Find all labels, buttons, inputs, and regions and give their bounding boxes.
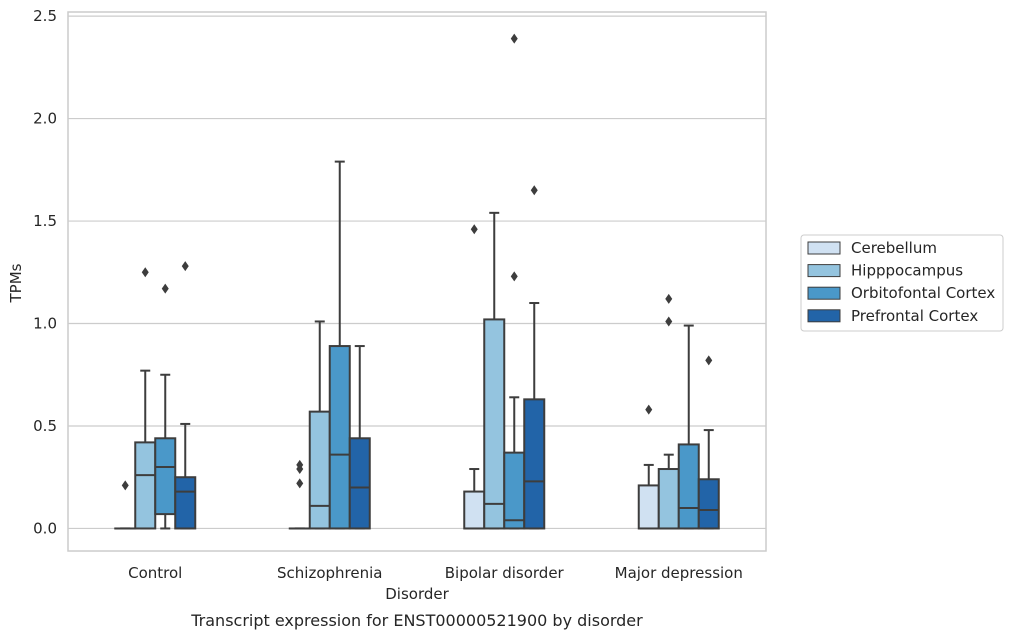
box-iqr	[463, 490, 486, 530]
box-iqr	[657, 468, 680, 530]
legend: Cerebellum Hipppocampus Orbitofontal Corte…	[800, 234, 1004, 332]
outlier-point	[510, 271, 518, 282]
outlier-point	[665, 293, 673, 304]
box-prefrontal-cortex	[523, 185, 546, 530]
legend-swatch	[807, 241, 841, 255]
box-orbitofontal-cortex	[677, 324, 700, 530]
box-iqr	[328, 345, 351, 530]
box-iqr	[154, 437, 177, 516]
x-tick-label: Major depression	[615, 564, 743, 582]
outlier-point	[510, 33, 518, 44]
x-tick-label: Schizophrenia	[277, 564, 382, 582]
outlier-point	[181, 261, 189, 272]
plot-area	[67, 11, 767, 552]
box-cerebellum	[114, 480, 137, 530]
legend-label: Orbitofontal Cortex	[851, 284, 995, 302]
box-prefrontal-cortex	[348, 345, 371, 530]
box-cerebellum	[288, 459, 311, 530]
outlier-point	[665, 316, 673, 327]
outlier-point	[161, 283, 169, 294]
box-iqr	[677, 443, 700, 530]
box-hipppocampus	[134, 267, 157, 530]
y-tick-label: 0.5	[33, 417, 57, 435]
y-tick-label: 1.0	[33, 315, 57, 333]
x-tick-label: Bipolar disorder	[445, 564, 565, 582]
x-axis-label: Disorder	[385, 585, 449, 603]
outlier-point	[645, 404, 653, 415]
outlier-point	[296, 478, 304, 489]
outlier-point	[141, 267, 149, 278]
box-hipppocampus	[483, 211, 506, 530]
x-axis-ticks: Control Schizophrenia Bipolar disorder Majo…	[128, 564, 743, 582]
box-prefrontal-cortex	[174, 261, 197, 530]
legend-label: Hipppocampus	[851, 262, 963, 280]
legend-label: Prefrontal Cortex	[851, 307, 978, 325]
legend-frame	[800, 234, 1004, 332]
box-iqr	[523, 398, 546, 530]
box-iqr	[483, 318, 506, 530]
y-tick-label: 2.0	[33, 110, 57, 128]
chart-caption: Transcript expression for ENST0000052190…	[190, 611, 643, 630]
box-iqr	[637, 484, 660, 530]
x-tick-label: Control	[128, 564, 182, 582]
outlier-point	[296, 464, 304, 475]
box-orbitofontal-cortex	[503, 33, 526, 530]
box-hipppocampus	[308, 320, 331, 530]
box-iqr	[503, 451, 526, 530]
box-hipppocampus	[657, 293, 680, 530]
legend-swatch	[807, 286, 841, 300]
box-orbitofontal-cortex	[154, 283, 177, 530]
y-axis-label: TPMs	[7, 263, 25, 303]
box-iqr	[348, 437, 371, 530]
box-orbitofontal-cortex	[328, 160, 351, 530]
box-cerebellum	[637, 404, 660, 530]
outlier-point	[470, 224, 478, 235]
legend-label: Cerebellum	[851, 239, 937, 257]
outlier-point	[121, 480, 129, 491]
legend-swatch	[807, 309, 841, 323]
outlier-point	[705, 355, 713, 366]
legend-swatch	[807, 264, 841, 278]
y-axis-ticks: 0.0 0.5 1.0 1.5 2.0 2.5	[33, 7, 57, 537]
outlier-point	[530, 185, 538, 196]
y-tick-label: 1.5	[33, 212, 57, 230]
box-series	[114, 33, 720, 530]
y-tick-label: 2.5	[33, 7, 57, 25]
box-cerebellum	[463, 224, 486, 530]
box-iqr	[134, 441, 157, 530]
box-iqr	[174, 476, 197, 530]
box-iqr	[697, 478, 720, 530]
y-tick-label: 0.0	[33, 519, 57, 537]
box-prefrontal-cortex	[697, 355, 720, 530]
box-iqr	[308, 410, 331, 530]
